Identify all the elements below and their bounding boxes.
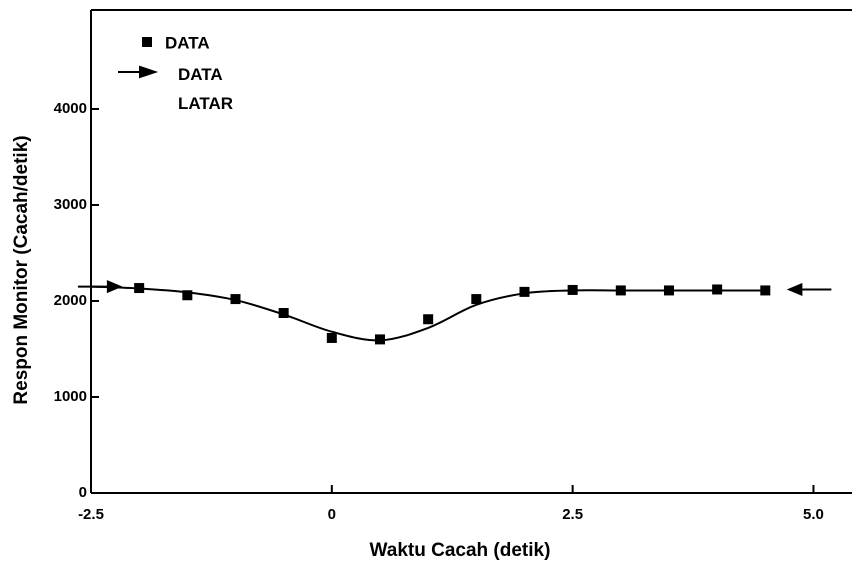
data-point bbox=[134, 283, 145, 294]
y-tick-label: 4000 bbox=[54, 100, 87, 117]
x-tick-label: 0 bbox=[328, 506, 336, 523]
data-point bbox=[567, 284, 578, 295]
legend-label: DATA bbox=[165, 33, 210, 52]
y-tick-label: 0 bbox=[79, 484, 87, 501]
data-point bbox=[374, 334, 385, 345]
x-tick-label: 2.5 bbox=[562, 506, 583, 523]
background-arrow bbox=[77, 280, 123, 294]
y-axis-label: Respon Monitor (Cacah/detik) bbox=[11, 135, 32, 404]
data-point bbox=[278, 308, 289, 318]
data-point bbox=[760, 285, 771, 296]
data-point bbox=[471, 294, 482, 305]
data-point bbox=[712, 284, 723, 295]
y-tick-label: 1000 bbox=[54, 388, 87, 405]
data-point bbox=[230, 294, 241, 305]
data-point bbox=[326, 332, 337, 343]
background-arrow bbox=[786, 282, 832, 296]
data-point bbox=[423, 314, 434, 325]
legend-label: DATA LATAR bbox=[178, 65, 234, 113]
legend-marker bbox=[142, 37, 152, 47]
fit-curve bbox=[90, 285, 766, 342]
x-tick-label: 5.0 bbox=[803, 506, 824, 523]
y-tick-label: 2000 bbox=[54, 292, 87, 309]
x-axis-label: Waktu Cacah (detik) bbox=[370, 540, 551, 561]
legend-marker bbox=[118, 65, 159, 79]
data-point bbox=[615, 285, 626, 296]
data-point bbox=[182, 290, 193, 301]
y-tick-label: 3000 bbox=[54, 196, 87, 213]
data-point bbox=[519, 286, 530, 297]
x-tick-label: -2.5 bbox=[78, 506, 104, 523]
data-point bbox=[663, 285, 674, 296]
